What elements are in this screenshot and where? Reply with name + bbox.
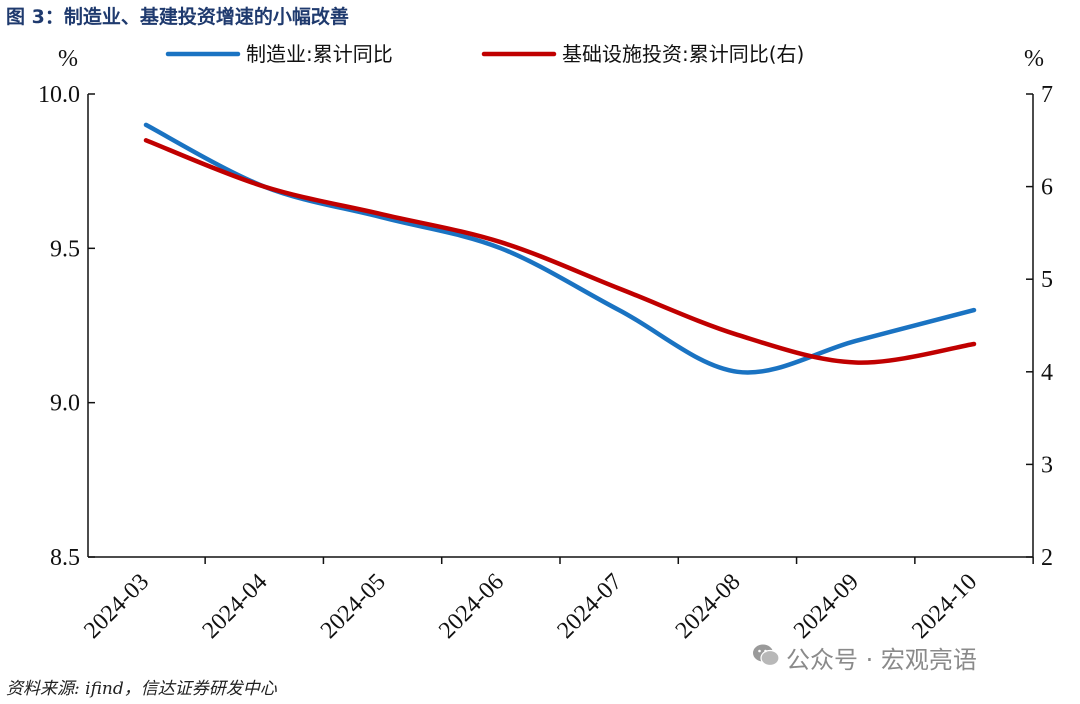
left-axis-ticks: 8.5 9.0 9.5 10.0 (38, 82, 95, 571)
x-tick-label: 2024-03 (79, 569, 154, 644)
x-tick-label: 2024-10 (907, 569, 982, 644)
left-tick-label: 9.5 (50, 236, 80, 262)
series-line-infrastructure (143, 138, 977, 365)
series-layer (143, 122, 977, 375)
x-tick-label: 2024-09 (789, 569, 864, 644)
watermark-text: 公众号 · 宏观亮语 (786, 646, 977, 674)
left-tick-label: 8.5 (50, 545, 80, 571)
right-tick-label: 3 (1041, 452, 1053, 478)
right-tick-label: 4 (1041, 360, 1053, 386)
x-tick-label: 2024-06 (434, 569, 509, 644)
x-tick-label: 2024-08 (671, 569, 746, 644)
figure-title: 图 3：制造业、基建投资增速的小幅改善 (6, 6, 349, 28)
legend-label-manufacturing: 制造业:累计同比 (246, 42, 393, 66)
left-tick-label: 9.0 (50, 391, 80, 417)
right-tick-label: 6 (1041, 175, 1053, 201)
legend-label-infrastructure: 基础设施投资:累计同比(右) (562, 42, 804, 66)
left-tick-label: 10.0 (38, 82, 80, 108)
x-tick-label: 2024-05 (316, 569, 391, 644)
right-axis-ticks: 2 3 4 5 6 7 (1026, 82, 1053, 571)
right-axis-unit: % (1024, 46, 1044, 72)
right-tick-label: 7 (1041, 82, 1053, 108)
x-axis-ticks: 2024-03 2024-04 2024-05 2024-06 2024-07 2024-… (79, 557, 1034, 644)
x-tick-label: 2024-07 (552, 569, 627, 644)
wechat-icon (753, 644, 780, 667)
left-axis-unit: % (58, 46, 78, 72)
legend: 制造业:累计同比 基础设施投资:累计同比(右) (165, 42, 804, 66)
series-line-manufacturing (143, 122, 977, 375)
right-tick-label: 5 (1041, 267, 1053, 293)
right-tick-label: 2 (1041, 545, 1053, 571)
source-note: 资料来源: ifind，信达证券研发中心 (6, 679, 277, 699)
x-tick-label: 2024-04 (198, 569, 273, 644)
